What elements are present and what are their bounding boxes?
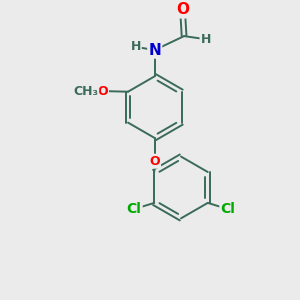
- Text: O: O: [98, 85, 108, 98]
- Text: H: H: [200, 33, 211, 46]
- Text: O: O: [176, 2, 189, 17]
- Text: O: O: [149, 155, 160, 168]
- Text: Cl: Cl: [127, 202, 142, 216]
- Text: CH₃: CH₃: [73, 85, 98, 98]
- Text: N: N: [148, 43, 161, 58]
- Text: Cl: Cl: [220, 202, 235, 216]
- Text: H: H: [130, 40, 141, 53]
